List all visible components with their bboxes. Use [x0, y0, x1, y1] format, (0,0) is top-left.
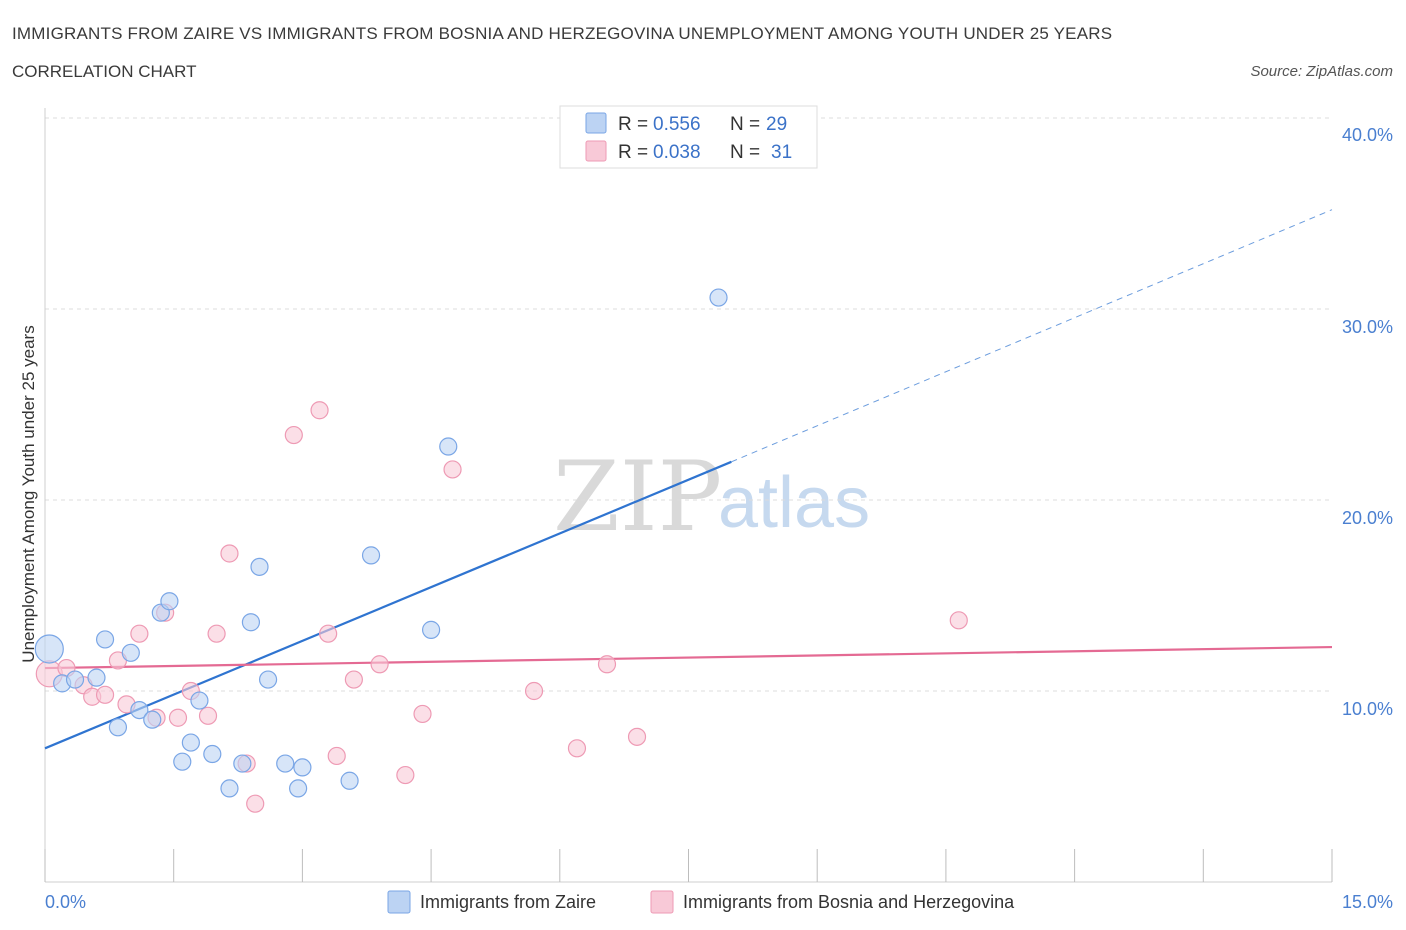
legend-n-value-bosnia: 31 [771, 142, 792, 163]
point-zaire-25 [422, 620, 441, 639]
point-bosnia-20 [327, 746, 346, 766]
point-zaire-17 [241, 613, 261, 632]
point-zaire-5 [108, 718, 128, 737]
point-zaire-2 [65, 670, 85, 689]
trend-line-bosnia [44, 645, 1333, 670]
point-zaire-26 [439, 437, 458, 456]
watermark-zip: ZIP [553, 441, 722, 553]
point-zaire-27 [709, 288, 728, 307]
point-bosnia-19 [319, 624, 338, 643]
y-tick-label-20: 20.0% [1342, 508, 1393, 528]
point-bosnia-18 [310, 401, 329, 420]
legend-r-value-zaire: 0.556 [653, 114, 701, 135]
point-bosnia-23 [396, 765, 415, 785]
point-zaire-14 [203, 744, 222, 764]
point-bosnia-4 [95, 685, 115, 704]
trend-layer [44, 209, 1333, 750]
series-legend-label-bosnia: Immigrants from Bosnia and Herzegovina [683, 892, 1015, 912]
legend-n-value-zaire: 29 [766, 114, 787, 135]
point-zaire-13 [190, 691, 209, 710]
legend-r-value-bosnia: 0.038 [653, 142, 701, 163]
point-bosnia-27 [567, 739, 587, 758]
legend-r-label-bosnia: R = [618, 142, 648, 163]
point-zaire-20 [276, 754, 295, 773]
chart-title: IMMIGRANTS FROM ZAIRE VS IMMIGRANTS FROM… [12, 24, 1112, 43]
x-tick-label-min: 0.0% [45, 892, 86, 912]
grid-layer [45, 117, 1332, 692]
point-zaire-24 [361, 546, 381, 565]
point-zaire-7 [130, 700, 149, 720]
point-bosnia-12 [198, 706, 218, 725]
point-zaire-0 [34, 634, 64, 664]
y-tick-label-10: 10.0% [1342, 699, 1393, 719]
point-bosnia-28 [597, 655, 617, 674]
point-zaire-21 [289, 779, 308, 798]
watermark-atlas: atlas [718, 463, 870, 543]
point-bosnia-14 [220, 544, 239, 563]
point-bosnia-16 [246, 794, 265, 813]
point-bosnia-7 [130, 624, 149, 643]
series-legend-swatch-bosnia [650, 890, 674, 914]
y-tick-label-30: 30.0% [1342, 317, 1393, 337]
point-zaire-10 [160, 592, 179, 611]
legend-swatch-bosnia [585, 140, 607, 162]
series-legend-label-zaire: Immigrants from Zaire [420, 892, 596, 912]
point-bosnia-17 [284, 425, 303, 445]
legend-n-label-bosnia: N = [730, 142, 760, 163]
point-bosnia-25 [443, 460, 462, 479]
point-zaire-8 [143, 710, 162, 729]
point-zaire-19 [258, 670, 278, 689]
stats-legend: R = 0.556 N = 29 R = 0.038 N = 31 [559, 105, 818, 169]
trend-line-zaire [44, 460, 732, 750]
point-zaire-3 [87, 668, 106, 687]
point-zaire-12 [181, 733, 200, 752]
point-bosnia-13 [207, 624, 226, 643]
legend-swatch-zaire [585, 112, 607, 134]
point-bosnia-26 [524, 681, 544, 701]
point-zaire-22 [293, 758, 312, 777]
point-zaire-4 [95, 630, 115, 649]
point-bosnia-24 [413, 704, 432, 724]
point-zaire-16 [233, 754, 252, 773]
chart-subtitle: CORRELATION CHART [12, 62, 197, 81]
y-axis-label: Unemployment Among Youth under 25 years [19, 325, 38, 662]
legend-r-label-zaire: R = [618, 114, 648, 135]
point-zaire-11 [173, 752, 192, 771]
x-tick-label-max: 15.0% [1342, 892, 1393, 912]
series-legend-swatch-zaire [387, 890, 411, 914]
points-layer [34, 288, 968, 813]
point-bosnia-21 [344, 670, 363, 689]
axis-layer [44, 108, 1333, 883]
chart-source: Source: ZipAtlas.com [1250, 63, 1393, 80]
point-zaire-15 [220, 779, 239, 798]
y-tick-label-40: 40.0% [1342, 125, 1393, 145]
point-bosnia-10 [168, 708, 188, 727]
point-bosnia-22 [370, 655, 389, 674]
series-legend: Immigrants from Zaire Immigrants from Bo… [387, 890, 1015, 914]
point-bosnia-30 [949, 611, 968, 630]
point-zaire-18 [250, 557, 269, 576]
point-zaire-23 [340, 771, 359, 790]
trend-line-zaire-extension [731, 209, 1333, 463]
point-zaire-6 [121, 643, 140, 662]
legend-n-label-zaire: N = [730, 114, 760, 135]
point-bosnia-29 [627, 727, 647, 746]
